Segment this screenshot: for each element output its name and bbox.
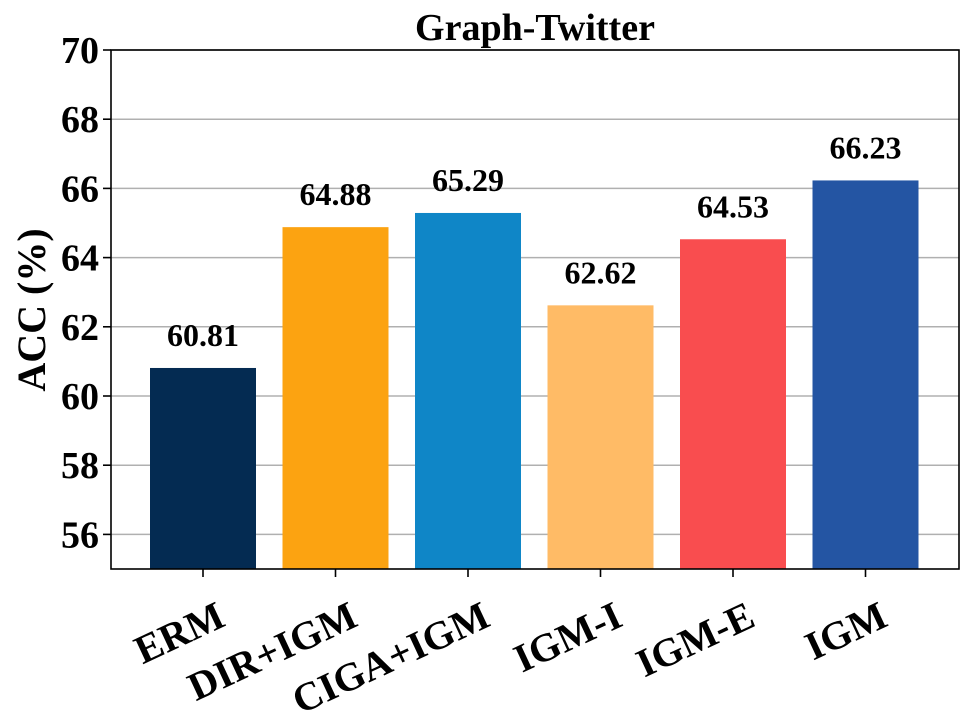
bar-dir-igm — [282, 227, 389, 570]
y-tick-label: 62 — [61, 307, 99, 349]
y-tick-label: 58 — [61, 445, 99, 487]
x-tick-label: IGM-E — [629, 592, 761, 685]
data-label: 65.29 — [432, 162, 504, 198]
chart-title: Graph-Twitter — [415, 7, 655, 49]
y-axis-ticks: 56 58 60 62 64 66 68 70 — [61, 30, 111, 556]
data-label: 66.23 — [830, 129, 902, 165]
data-label: 64.53 — [697, 188, 769, 224]
y-tick-label: 60 — [61, 376, 99, 418]
bar-erm — [150, 367, 256, 569]
bar-igm — [812, 180, 919, 569]
bar-igm-e — [680, 239, 786, 569]
y-tick-label: 56 — [61, 514, 99, 556]
bars — [150, 180, 919, 570]
y-tick-label: 66 — [61, 168, 99, 210]
plot-frame — [110, 49, 960, 570]
y-tick-label: 70 — [61, 30, 99, 72]
y-axis-label: ACC (%) — [9, 228, 54, 391]
data-labels: 60.81 64.88 65.29 62.62 64.53 66.23 — [167, 129, 902, 353]
y-tick-label: 68 — [61, 99, 99, 141]
bar-ciga-igm — [415, 212, 521, 569]
data-label: 64.88 — [300, 176, 372, 212]
x-tick-label: IGM — [798, 592, 894, 668]
bar-igm-i — [547, 305, 654, 569]
x-tick-label: IGM-I — [507, 592, 629, 681]
data-label: 60.81 — [167, 317, 239, 353]
data-label: 62.62 — [565, 254, 637, 290]
y-tick-label: 64 — [61, 238, 99, 280]
